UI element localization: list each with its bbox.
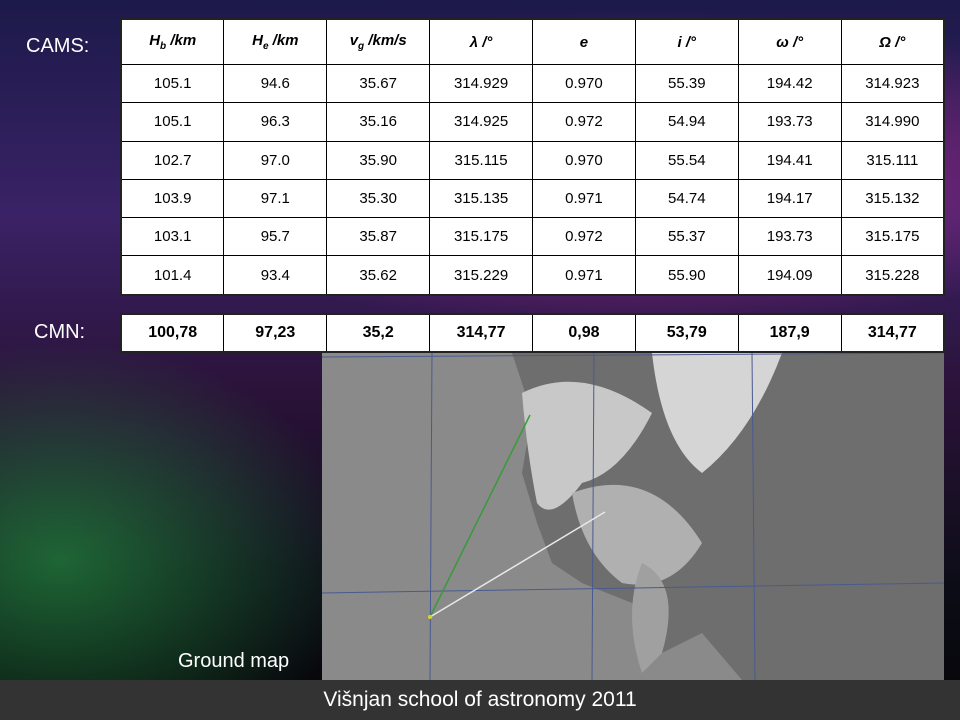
- header-cell: Hb /km: [120, 18, 225, 66]
- table-cell: 315.229: [429, 255, 533, 296]
- table-cell: 101.4: [120, 255, 225, 296]
- header-subscript: e: [262, 41, 269, 53]
- table-cell: 94.6: [223, 64, 328, 104]
- header-cell: Ω /°: [840, 18, 945, 66]
- header-symbol: v: [349, 32, 359, 50]
- header-symbol: Ω: [879, 33, 891, 51]
- table-cell: 314,77: [840, 313, 945, 353]
- table-cell: 55.90: [634, 255, 739, 296]
- table-cell: 35.67: [326, 64, 431, 104]
- table-cell: 0.970: [532, 140, 636, 180]
- header-unit: /km/s: [364, 32, 407, 50]
- table-cell: 314.923: [840, 64, 945, 104]
- table-cell: 0.971: [532, 255, 636, 296]
- table-cell: 35.62: [326, 255, 431, 296]
- table-cell: 0.972: [532, 102, 636, 142]
- table-cell: 102.7: [120, 140, 225, 180]
- table-cell: 93.4: [223, 255, 328, 296]
- table-cell: 97,23: [223, 313, 328, 353]
- table-cell: 314.990: [840, 102, 945, 142]
- cmn-table: 100,78 97,23 35,2 314,77 0,98 53,79 187,9 314,7…: [120, 313, 945, 353]
- table-cell: 100,78: [120, 313, 225, 353]
- table-cell: 315.115: [429, 140, 533, 180]
- header-cell: i /°: [634, 18, 739, 66]
- table-row: 101.4 93.4 35.62 315.229 0.971 55.90 194.09 315…: [120, 255, 945, 296]
- table-row: 100,78 97,23 35,2 314,77 0,98 53,79 187,9 314,7…: [120, 313, 945, 353]
- table-cell: 315.135: [429, 178, 533, 218]
- cmn-label: CMN:: [34, 321, 86, 343]
- table-cell: 95.7: [223, 216, 328, 257]
- header-subscript: g: [358, 41, 365, 53]
- table-cell: 97.0: [223, 140, 328, 180]
- table-row: 103.1 95.7 35.87 315.175 0.972 55.37 193.73 315…: [120, 216, 945, 257]
- header-symbol: λ: [469, 33, 479, 51]
- header-row: Hb /km He /km vg /km/s λ /° e i /° ω /° Ω /°: [120, 18, 945, 66]
- table-cell: 315.175: [429, 216, 533, 257]
- table-cell: 35.87: [326, 216, 431, 257]
- table-cell: 55.54: [634, 140, 739, 180]
- table-cell: 55.39: [634, 64, 739, 104]
- header-cell: He /km: [223, 18, 328, 66]
- table-cell: 103.1: [120, 216, 225, 257]
- table-cell: 315.175: [840, 216, 945, 257]
- table-row: 103.9 97.1 35.30 315.135 0.971 54.74 194.17 315…: [120, 178, 945, 218]
- table-cell: 194.09: [737, 255, 842, 296]
- header-unit: /km: [166, 32, 197, 50]
- table-cell: 194.41: [737, 140, 842, 180]
- table-cell: 0,98: [532, 313, 636, 353]
- ground-map-image: [322, 353, 944, 680]
- table-cell: 314.925: [429, 102, 533, 142]
- table-cell: 97.1: [223, 178, 328, 218]
- table-cell: 314,77: [429, 313, 533, 353]
- table-cell: 0.972: [532, 216, 636, 257]
- table-cell: 96.3: [223, 102, 328, 142]
- table-cell: 194.42: [737, 64, 842, 104]
- table-cell: 0.971: [532, 178, 636, 218]
- header-cell: ω /°: [737, 18, 842, 66]
- cams-label: CAMS:: [26, 35, 90, 57]
- header-subscript: b: [160, 41, 167, 53]
- table-cell: 103.9: [120, 178, 225, 218]
- table-row: 105.1 94.6 35.67 314.929 0.970 55.39 194.42 314…: [120, 64, 945, 104]
- table-row: 105.1 96.3 35.16 314.925 0.972 54.94 193.73 314…: [120, 102, 945, 142]
- table-cell: 35.16: [326, 102, 431, 142]
- table-cell: 314.929: [429, 64, 533, 104]
- header-cell: vg /km/s: [326, 18, 431, 66]
- table-cell: 315.132: [840, 178, 945, 218]
- header-symbol: H: [252, 32, 263, 50]
- table-cell: 0.970: [532, 64, 636, 104]
- footer: Višnjan school of astronomy 2011: [0, 680, 960, 720]
- table-cell: 105.1: [120, 64, 225, 104]
- table-row: 102.7 97.0 35.90 315.115 0.970 55.54 194.41 315…: [120, 140, 945, 180]
- table-cell: 315.228: [840, 255, 945, 296]
- table-cell: 35.90: [326, 140, 431, 180]
- cams-table: Hb /km He /km vg /km/s λ /° e i /° ω /° Ω /° 105…: [120, 18, 945, 296]
- header-unit: /°: [891, 33, 906, 51]
- header-symbol: e: [579, 33, 589, 51]
- table-cell: 55.37: [634, 216, 739, 257]
- table-cell: 53,79: [634, 313, 739, 353]
- table-cell: 105.1: [120, 102, 225, 142]
- table-cell: 35,2: [326, 313, 431, 353]
- table-cell: 193.73: [737, 102, 842, 142]
- header-cell: e: [532, 18, 636, 66]
- table-cell: 35.30: [326, 178, 431, 218]
- header-unit: /km: [268, 32, 299, 50]
- table-cell: 193.73: [737, 216, 842, 257]
- table-cell: 187,9: [737, 313, 842, 353]
- table-cell: 54.94: [634, 102, 739, 142]
- header-cell: λ /°: [429, 18, 533, 66]
- header-unit: /°: [681, 33, 697, 51]
- ground-map-label: Ground map: [178, 650, 290, 672]
- header-symbol: H: [149, 32, 161, 50]
- table-cell: 194.17: [737, 178, 842, 218]
- header-unit: /°: [478, 33, 493, 51]
- header-unit: /°: [788, 33, 804, 51]
- table-cell: 54.74: [634, 178, 739, 218]
- header-symbol: i: [677, 33, 682, 51]
- header-symbol: ω: [776, 33, 789, 51]
- table-cell: 315.111: [840, 140, 945, 180]
